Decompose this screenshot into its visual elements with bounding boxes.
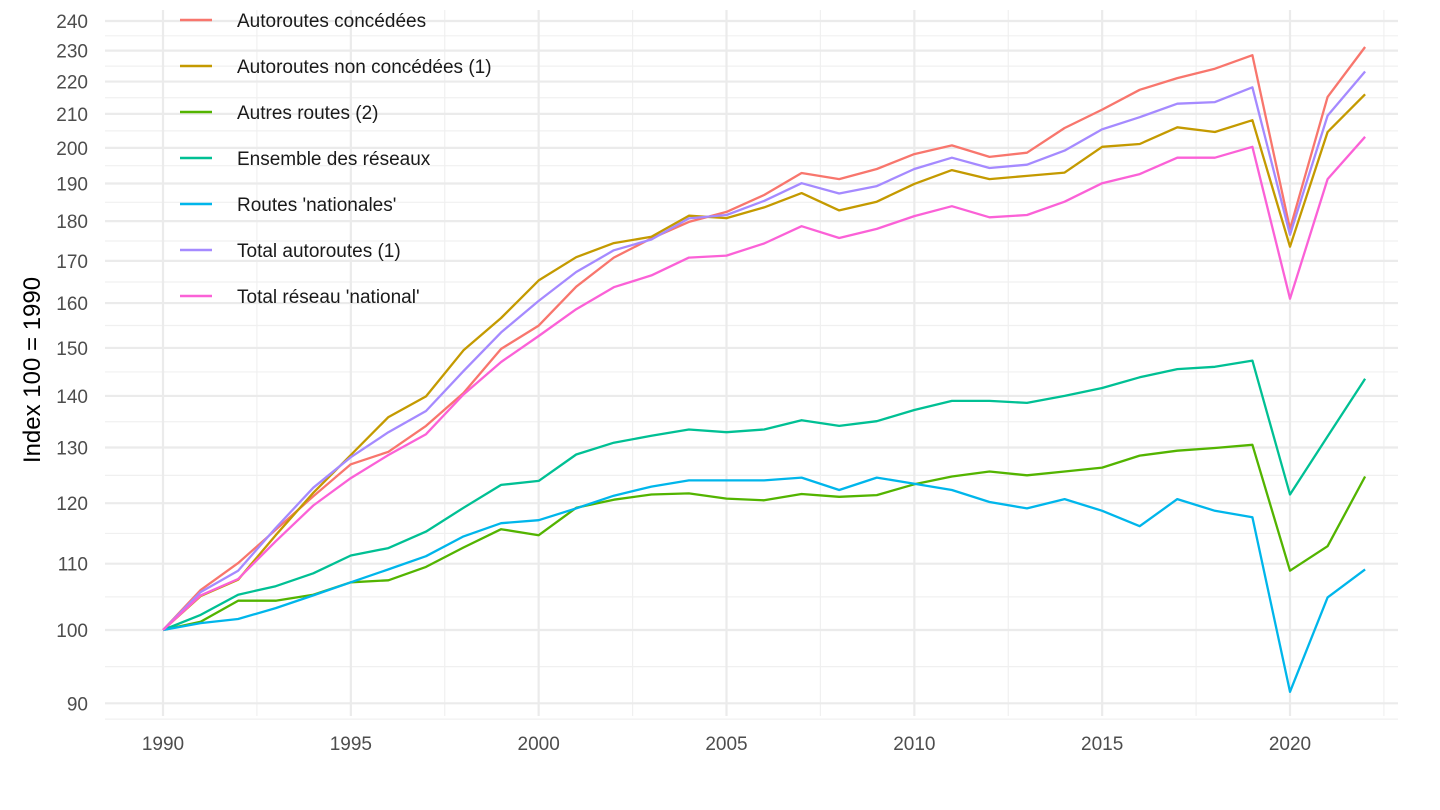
y-tick-label: 240	[56, 12, 88, 33]
legend-item[interactable]: Routes 'nationales'	[180, 195, 396, 216]
y-tick-label: 230	[56, 42, 88, 63]
series-lines	[162, 46, 1367, 693]
y-tick-label: 120	[56, 494, 88, 515]
x-tick-label: 1995	[330, 734, 372, 755]
y-tick-label: 100	[56, 621, 88, 642]
legend-label: Routes 'nationales'	[237, 195, 396, 216]
legend-label: Autoroutes concédées	[237, 11, 426, 32]
y-tick-label: 170	[56, 252, 88, 273]
y-axis-ticks: 90 100 110 120 130 140 150 160 170 180 190 200 210 22…	[56, 12, 88, 715]
minor-gridlines	[105, 10, 1398, 720]
y-tick-label: 190	[56, 175, 88, 196]
x-axis-ticks: 1990 1995 2000 2005 2010 2015 2020	[142, 734, 1311, 755]
major-gridlines	[105, 10, 1398, 716]
series-line-2	[162, 443, 1367, 632]
y-tick-label: 180	[56, 212, 88, 233]
legend-item[interactable]: Ensemble des réseaux	[180, 149, 431, 170]
x-tick-label: 2015	[1081, 734, 1123, 755]
legend-label: Ensemble des réseaux	[237, 149, 431, 170]
y-tick-label: 130	[56, 438, 88, 459]
legend[interactable]: Autoroutes concédées Autoroutes non concé…	[180, 11, 492, 308]
legend-item[interactable]: Autoroutes concédées	[180, 11, 426, 32]
x-tick-label: 1990	[142, 734, 184, 755]
series-line-3	[162, 359, 1367, 632]
series-line-4	[162, 476, 1366, 693]
legend-label: Autoroutes non concédées (1)	[237, 57, 492, 78]
y-tick-label: 150	[56, 339, 88, 360]
x-tick-label: 2000	[518, 734, 560, 755]
legend-item[interactable]: Autres routes (2)	[180, 103, 379, 124]
x-tick-label: 2005	[705, 734, 747, 755]
y-tick-label: 110	[58, 555, 88, 576]
series-line-0	[162, 46, 1367, 631]
legend-item[interactable]: Autoroutes non concédées (1)	[180, 57, 492, 78]
legend-item[interactable]: Total réseau 'national'	[180, 287, 420, 308]
series-line-6	[162, 136, 1366, 631]
x-tick-label: 2010	[893, 734, 935, 755]
legend-item[interactable]: Total autoroutes (1)	[180, 241, 401, 262]
series-line-1	[162, 93, 1366, 631]
legend-label: Autres routes (2)	[237, 103, 379, 124]
x-tick-label: 2020	[1269, 734, 1311, 755]
y-tick-label: 210	[56, 105, 88, 126]
series-line-5	[162, 70, 1366, 631]
y-tick-label: 220	[56, 73, 88, 94]
y-tick-label: 160	[56, 294, 88, 315]
y-tick-label: 200	[56, 139, 88, 160]
legend-label: Total réseau 'national'	[237, 287, 420, 308]
y-axis-label: Index 100 = 1990	[19, 277, 46, 463]
y-tick-label: 140	[56, 387, 88, 408]
legend-label: Total autoroutes (1)	[237, 241, 401, 262]
y-tick-label: 90	[67, 694, 88, 715]
